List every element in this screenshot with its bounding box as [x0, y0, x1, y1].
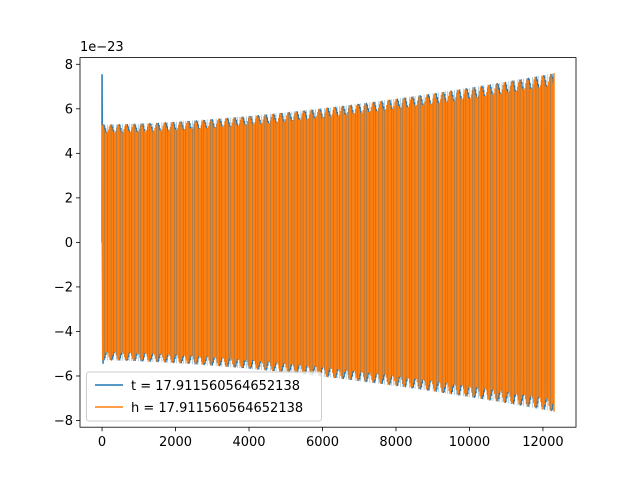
- legend: t = 17.911560564652138 h = 17.9115605646…: [86, 371, 322, 422]
- plot-area: 0 2000 4000 6000 8000 10000 12000 −8 −6 −4 −2 0 2 4 6…: [54, 40, 577, 450]
- y-tick-label: −2: [54, 280, 73, 295]
- x-tick-label: 8000: [379, 435, 412, 450]
- x-tick-label: 6000: [306, 435, 339, 450]
- x-tick-label: 4000: [232, 435, 265, 450]
- series-layer: [101, 73, 555, 412]
- y-tick-label: 4: [65, 147, 73, 162]
- x-tick-label: 0: [98, 435, 106, 450]
- series-t-streaks: [103, 73, 555, 412]
- x-tick-label: 10000: [449, 435, 490, 450]
- y-ticks: −8 −6 −4 −2 0 2 4 6 8: [54, 58, 80, 429]
- y-tick-label: 2: [65, 191, 73, 206]
- x-tick-label: 2000: [159, 435, 192, 450]
- x-ticks: 0 2000 4000 6000 8000 10000 12000: [98, 427, 564, 450]
- y-offset-text: 1e−23: [80, 40, 124, 55]
- y-tick-label: −8: [54, 414, 73, 429]
- legend-box: [86, 371, 322, 422]
- legend-label-h: h = 17.911560564652138: [131, 401, 303, 416]
- y-tick-label: 8: [65, 58, 73, 73]
- legend-label-t: t = 17.911560564652138: [131, 379, 300, 394]
- y-tick-label: 6: [65, 102, 73, 117]
- y-tick-label: 0: [65, 236, 73, 251]
- y-tick-label: −6: [54, 369, 73, 384]
- x-tick-label: 12000: [522, 435, 563, 450]
- y-tick-label: −4: [54, 325, 73, 340]
